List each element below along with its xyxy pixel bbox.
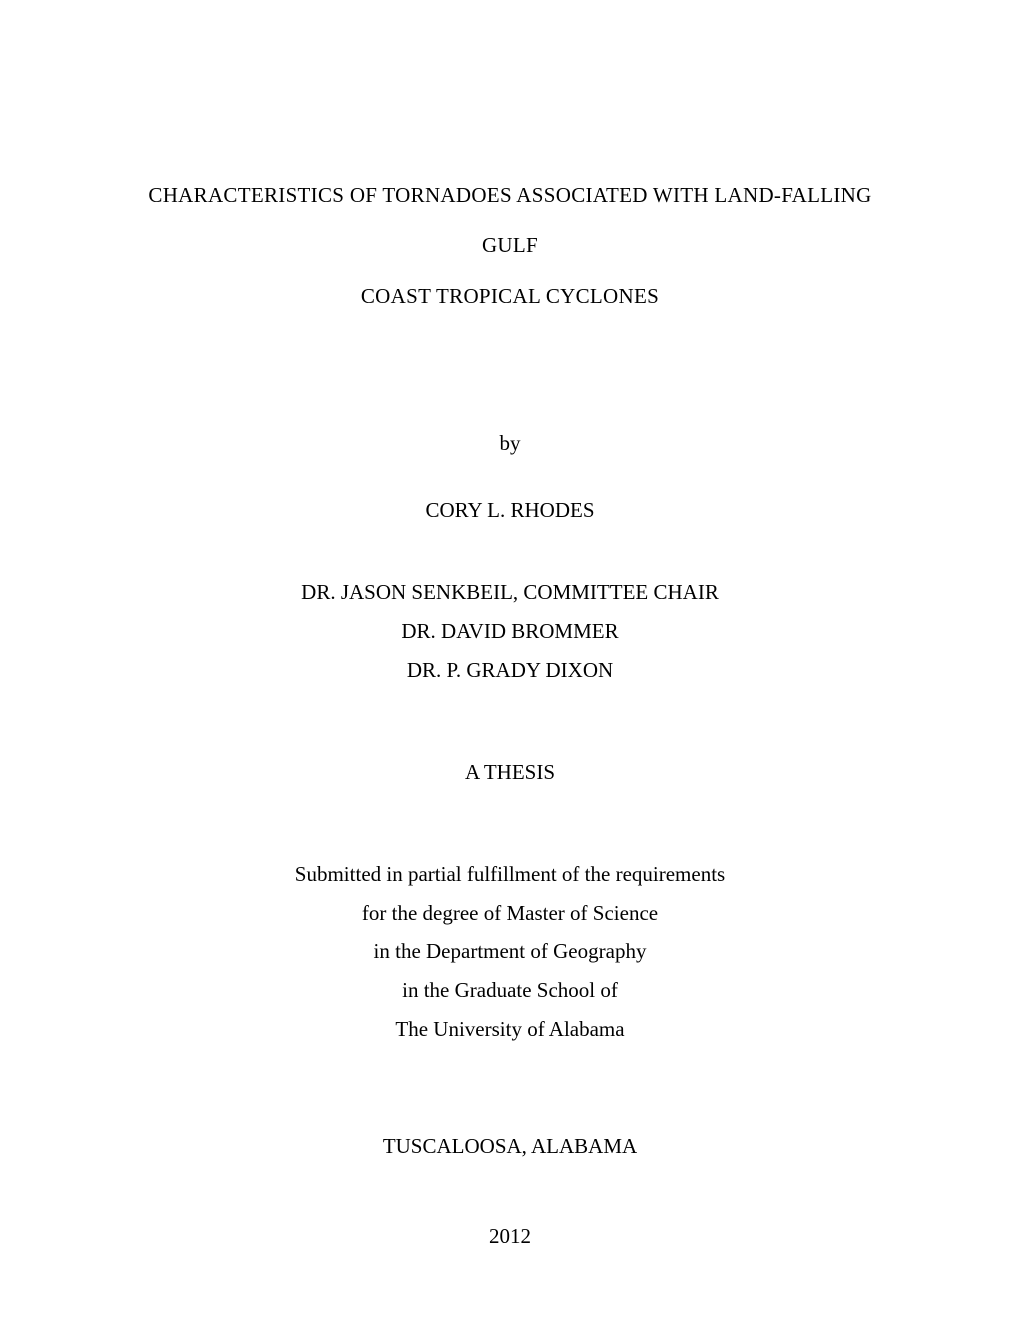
year: 2012 bbox=[489, 1224, 531, 1249]
submission-line-3: in the Department of Geography bbox=[295, 932, 725, 971]
committee-chair: DR. JASON SENKBEIL, COMMITTEE CHAIR bbox=[301, 573, 719, 612]
submission-line-4: in the Graduate School of bbox=[295, 971, 725, 1010]
committee-block: DR. JASON SENKBEIL, COMMITTEE CHAIR DR. … bbox=[301, 573, 719, 690]
title-line-2: COAST TROPICAL CYCLONES bbox=[120, 271, 900, 321]
committee-member-2: DR. P. GRADY DIXON bbox=[301, 651, 719, 690]
committee-member-1: DR. DAVID BROMMER bbox=[301, 612, 719, 651]
submission-line-2: for the degree of Master of Science bbox=[295, 894, 725, 933]
title-line-1: CHARACTERISTICS OF TORNADOES ASSOCIATED … bbox=[120, 170, 900, 271]
author-name: CORY L. RHODES bbox=[426, 498, 595, 523]
submission-block: Submitted in partial fulfillment of the … bbox=[295, 855, 725, 1049]
location: TUSCALOOSA, ALABAMA bbox=[383, 1134, 637, 1159]
title-block: CHARACTERISTICS OF TORNADOES ASSOCIATED … bbox=[120, 170, 900, 321]
by-word: by bbox=[500, 431, 521, 456]
submission-line-1: Submitted in partial fulfillment of the … bbox=[295, 855, 725, 894]
submission-line-5: The University of Alabama bbox=[295, 1010, 725, 1049]
thesis-title-page: CHARACTERISTICS OF TORNADOES ASSOCIATED … bbox=[120, 170, 900, 1220]
thesis-label: A THESIS bbox=[465, 760, 555, 785]
